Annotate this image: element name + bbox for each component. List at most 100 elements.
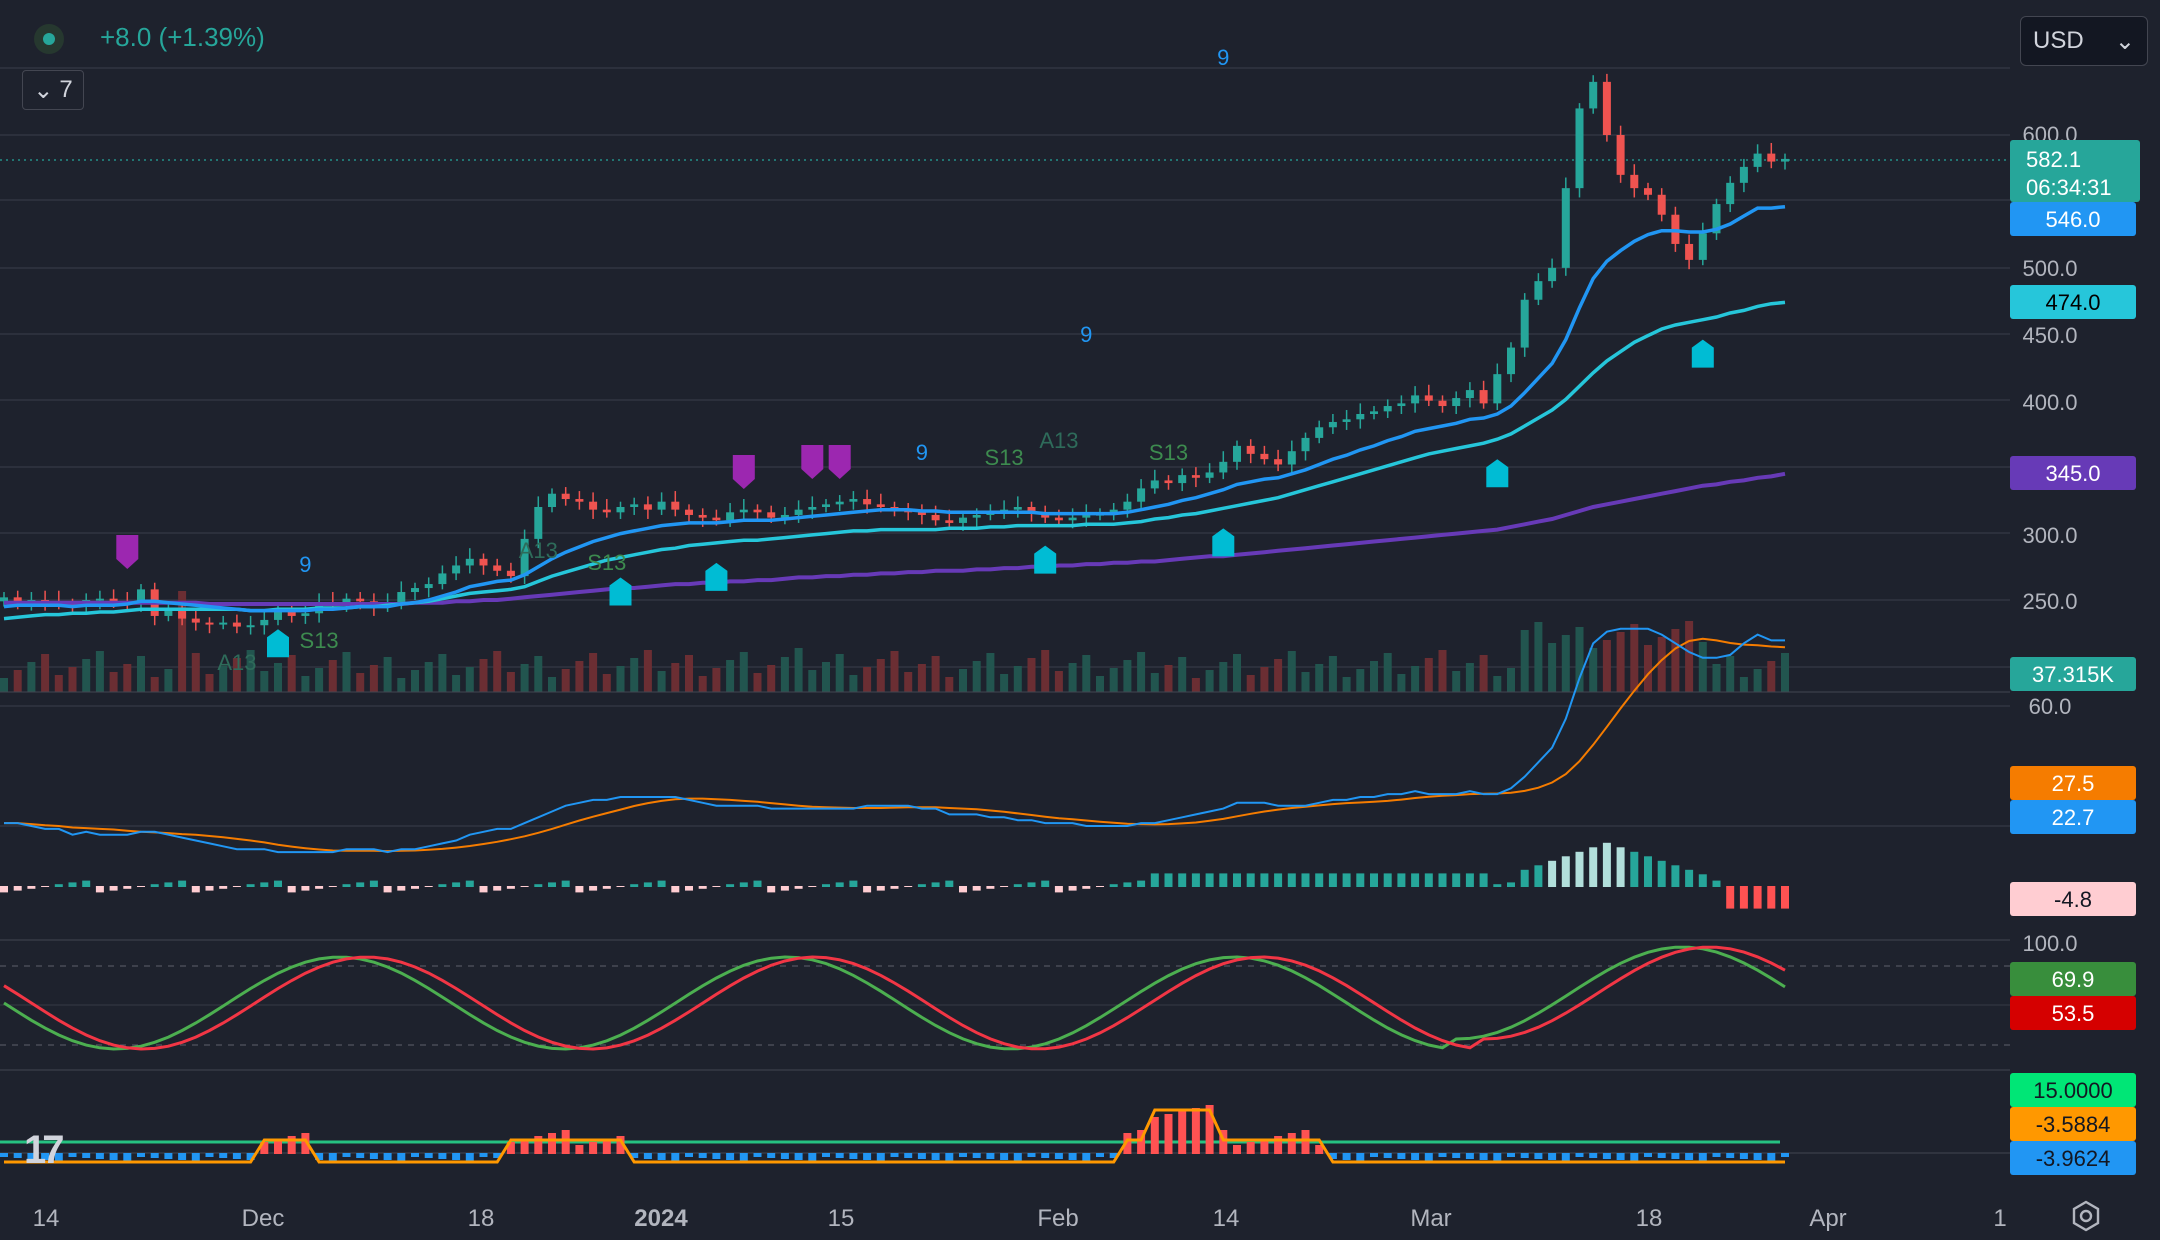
volume-bar bbox=[780, 657, 789, 692]
macd-histogram-bar bbox=[1287, 873, 1296, 887]
candle-body bbox=[561, 493, 570, 500]
macd-histogram-bar bbox=[767, 886, 776, 893]
candle-body bbox=[643, 504, 652, 510]
last-price-badge-bg bbox=[2010, 140, 2140, 202]
candle-body bbox=[1178, 475, 1187, 484]
macd-histogram-bar bbox=[1164, 873, 1173, 887]
candle-body bbox=[794, 509, 803, 515]
volume-bar bbox=[1027, 658, 1036, 692]
candle-body bbox=[1383, 406, 1392, 412]
x-axis-tick: Mar bbox=[1410, 1205, 1451, 1232]
osc-upper-badge-bg bbox=[2010, 1073, 2136, 1107]
macd-histogram-bar bbox=[1548, 860, 1557, 887]
volume-bar bbox=[1000, 674, 1009, 692]
volume-bar bbox=[1274, 659, 1283, 692]
macd-histogram-bar bbox=[328, 886, 337, 887]
ema-mid-line bbox=[3, 300, 1786, 621]
macd-histogram-bar bbox=[1301, 873, 1310, 887]
volume-bar bbox=[479, 659, 488, 692]
volume-bar bbox=[808, 670, 817, 692]
currency-select[interactable]: USD ⌄ bbox=[2020, 16, 2148, 66]
macd-histogram-bar bbox=[1698, 874, 1707, 887]
macd-histogram-bar bbox=[534, 884, 543, 887]
macd-histogram-bar bbox=[917, 884, 926, 887]
osc-histogram-bar bbox=[726, 1153, 735, 1160]
osc-histogram-bar bbox=[986, 1153, 995, 1159]
volume-bar bbox=[424, 662, 433, 692]
volume-bar bbox=[260, 671, 269, 692]
osc-histogram-bar bbox=[698, 1153, 707, 1158]
macd-histogram-bar bbox=[1274, 873, 1283, 887]
osc-histogram-bar bbox=[616, 1136, 625, 1154]
stoch-d-line bbox=[3, 945, 1786, 1051]
x-axis-tick: Feb bbox=[1037, 1205, 1078, 1232]
ema-fast-badge-bg bbox=[2010, 202, 2136, 236]
volume-bar bbox=[671, 663, 680, 692]
volume-bar bbox=[685, 655, 693, 692]
macd-histogram-bar bbox=[452, 882, 461, 887]
macd-histogram-bar bbox=[1465, 873, 1474, 887]
candle-body bbox=[1479, 390, 1488, 404]
buy-signal-marker bbox=[705, 562, 728, 591]
osc-histogram-bar bbox=[205, 1153, 214, 1157]
candle-body bbox=[726, 512, 735, 521]
osc-histogram-bar bbox=[1630, 1153, 1639, 1161]
macd-histogram-bar bbox=[1452, 873, 1461, 887]
osc-histogram-bar bbox=[506, 1142, 515, 1154]
settings-gear-icon[interactable] bbox=[2070, 1200, 2102, 1232]
volume-bar bbox=[1191, 678, 1200, 692]
volume-bar bbox=[205, 674, 214, 692]
macd-histogram-bar bbox=[1219, 873, 1228, 887]
candle-body bbox=[1274, 459, 1283, 465]
volume-bar bbox=[191, 653, 200, 692]
macd-histogram-bar bbox=[493, 886, 502, 891]
osc-histogram-bar bbox=[904, 1153, 913, 1158]
volume-badge-bg bbox=[2010, 657, 2136, 691]
macd-histogram-bar bbox=[95, 886, 104, 893]
macd-histogram-bar bbox=[1685, 869, 1694, 887]
candle-body bbox=[301, 613, 310, 616]
osc-signal-line bbox=[4, 1108, 1785, 1164]
candle-body bbox=[808, 507, 817, 510]
volume-bar bbox=[452, 675, 461, 692]
candle-body bbox=[1397, 403, 1406, 407]
candle-body bbox=[246, 625, 255, 628]
ema-slow-badge-bg bbox=[2010, 456, 2136, 490]
osc-histogram-bar bbox=[548, 1133, 556, 1154]
count-a13-label: A13 bbox=[217, 650, 256, 675]
macd-histogram-bar bbox=[246, 884, 255, 887]
candle-body bbox=[1219, 461, 1228, 473]
volume-bar bbox=[589, 653, 598, 692]
osc-histogram-bar bbox=[82, 1153, 91, 1158]
macd-histogram-bar bbox=[397, 886, 406, 891]
osc-histogram-bar bbox=[1548, 1153, 1557, 1160]
candle-body bbox=[616, 507, 625, 513]
osc-histogram-bar bbox=[1096, 1153, 1104, 1157]
macd-histogram-bar bbox=[1109, 884, 1118, 887]
legend-toggle-button[interactable]: ⌄ 7 bbox=[22, 70, 84, 110]
osc-histogram-bar bbox=[1178, 1111, 1187, 1154]
volume-bar bbox=[1137, 652, 1146, 692]
candle-body bbox=[767, 512, 776, 518]
macd-histogram-bar bbox=[1246, 873, 1255, 887]
osc-histogram-bar bbox=[424, 1153, 433, 1158]
macd-histogram-bar bbox=[424, 886, 433, 887]
candle-body bbox=[1712, 204, 1721, 234]
volume-bar bbox=[1150, 673, 1159, 692]
osc-histogram-bar bbox=[1109, 1153, 1118, 1158]
osc-histogram-bar bbox=[274, 1139, 282, 1154]
candle-body bbox=[13, 597, 22, 603]
currency-label: USD bbox=[2033, 27, 2084, 54]
macd-histogram-bar bbox=[1411, 873, 1420, 887]
ema-mid-badge: 474.0 bbox=[2045, 290, 2100, 315]
volume-bar bbox=[986, 653, 995, 692]
macd-hist-badge: -4.8 bbox=[2054, 887, 2092, 912]
macd-histogram-bar bbox=[904, 886, 913, 887]
osc-histogram-bar bbox=[822, 1153, 830, 1157]
candle-body bbox=[1260, 453, 1269, 460]
osc-histogram-bar bbox=[1041, 1153, 1050, 1158]
volume-bar bbox=[1685, 621, 1694, 692]
candle-body bbox=[945, 520, 954, 523]
candle-body bbox=[876, 504, 885, 507]
